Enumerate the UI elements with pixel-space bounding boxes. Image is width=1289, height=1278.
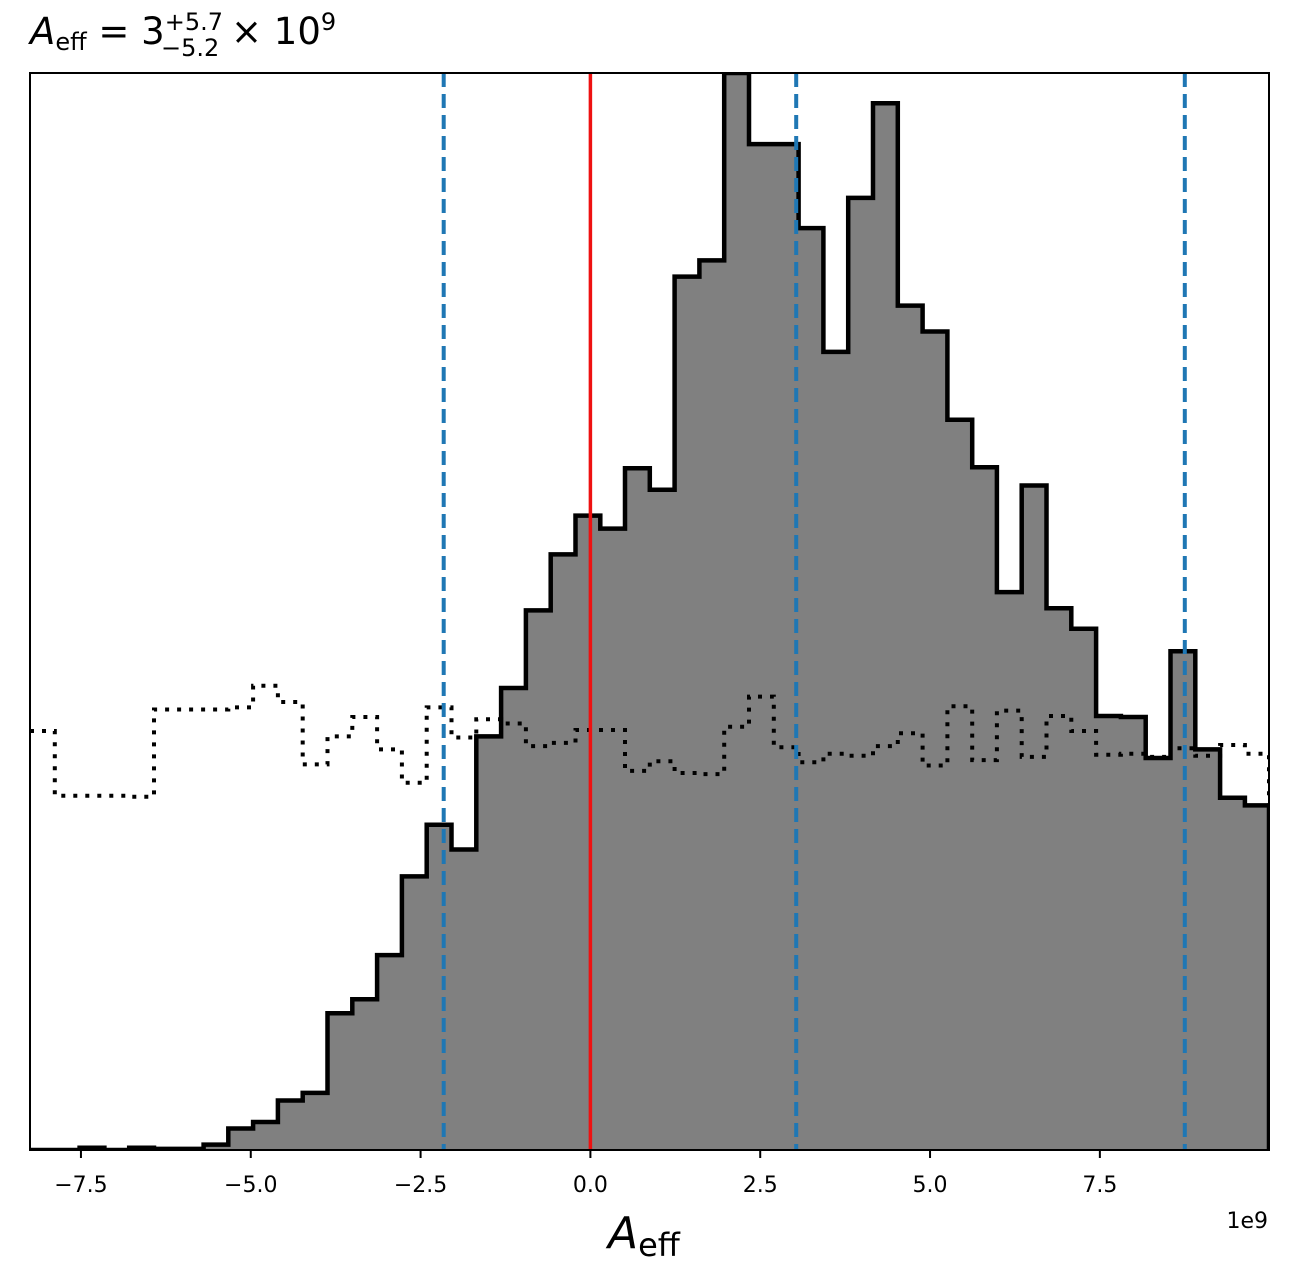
posterior-bar [327,1013,353,1150]
series-group [30,73,1269,1150]
posterior-bar [600,528,626,1150]
posterior-bar [922,331,948,1150]
title-exp: 9 [321,8,336,36]
title-equals: = 3 [87,10,165,53]
x-tick-label: 7.5 [1082,1173,1117,1198]
x-axis: −7.5 −5.0 −2.5 0.0 2.5 5.0 7.5 [54,1150,1117,1198]
x-axis-label: Aeff [605,1208,681,1264]
posterior-bar [302,1092,329,1150]
posterior-bar [873,103,899,1150]
posterior-bar [798,228,824,1150]
posterior-bar [228,1128,254,1150]
posterior-bar [550,554,577,1150]
posterior-bar [575,515,601,1150]
posterior-bar [277,1100,304,1150]
posterior-bar [401,876,428,1150]
posterior-bar [972,467,998,1150]
posterior-bar [352,999,378,1150]
posterior-bar [525,610,552,1150]
posterior-bar [724,73,750,1150]
x-offset-label: 1e9 [1226,1209,1268,1234]
posterior-bar [1071,628,1097,1150]
x-tick-label: −2.5 [394,1173,447,1198]
prior-outline [30,683,1269,1150]
x-tick-label: 0.0 [573,1173,608,1198]
posterior-bar [749,144,775,1150]
x-tick-label: −5.0 [224,1173,277,1198]
posterior-bar [1046,608,1072,1150]
plot-area [29,72,1270,1151]
posterior-bar [253,1122,279,1150]
title-subscript: eff [55,28,87,56]
posterior-bar [451,849,477,1150]
posterior-bar [377,955,403,1150]
posterior-bar [203,1144,229,1150]
title-sup: +5.7 [165,8,223,36]
posterior-bar [649,489,676,1150]
title-sub: −5.2 [161,34,219,62]
posterior-bar [947,419,973,1150]
posterior-bar [1120,717,1147,1150]
xlabel-subscript: eff [638,1226,681,1264]
posterior-bar [823,351,849,1150]
xlabel-symbol: A [605,1208,638,1259]
x-tick-label: 5.0 [913,1173,948,1198]
posterior-bar [501,688,527,1150]
posterior-bar [1096,716,1122,1150]
x-tick-label: 2.5 [743,1173,778,1198]
posterior-bar [1195,749,1221,1150]
title-times: × 10 [219,10,321,53]
posterior-bar [848,197,874,1150]
posterior-bar [897,305,924,1150]
chart-title: Aeff = 3+5.7 −5.2 × 109 [28,8,336,62]
posterior-bar [1220,797,1246,1150]
posterior-outline [30,73,1269,1150]
posterior-bar [476,736,502,1150]
plot-frame [29,72,1270,1151]
posterior-bar [699,260,725,1150]
posterior-bar [625,468,651,1150]
posterior-bar [1145,758,1172,1150]
posterior-bar [1021,485,1048,1150]
posterior-bar [674,276,700,1150]
posterior-bar [426,824,453,1150]
x-tick-label: −7.5 [54,1173,107,1198]
title-symbol: A [28,10,55,53]
posterior-bar [996,592,1023,1150]
posterior-bar [1244,805,1269,1150]
